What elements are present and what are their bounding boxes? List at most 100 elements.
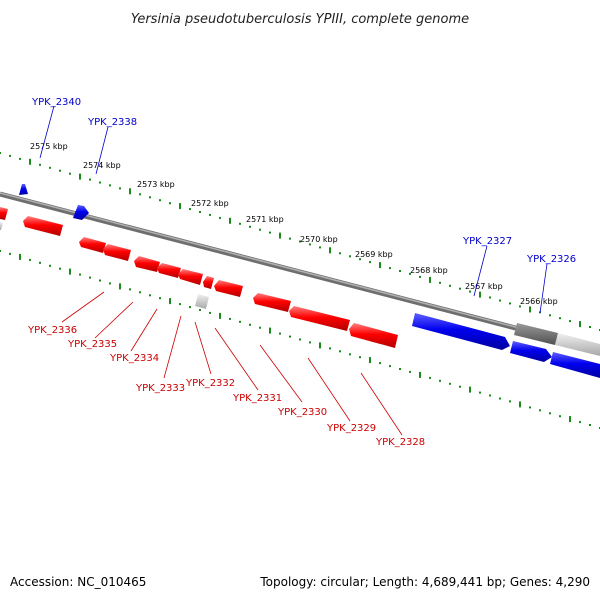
gene-feature[interactable] [510, 341, 552, 362]
dark-grey-feature[interactable] [514, 323, 558, 345]
minor-tick [399, 368, 401, 370]
minor-tick [109, 282, 111, 285]
outer-tick-track [0, 152, 600, 331]
major-tick [479, 291, 481, 298]
gene-label[interactable]: YPK_2333 [135, 383, 185, 394]
gene-feature[interactable] [73, 205, 89, 220]
callout-line [61, 291, 105, 323]
minor-tick [209, 311, 211, 314]
minor-tick [239, 320, 241, 323]
gene-feature[interactable] [19, 184, 28, 195]
scale-labels: 2575 kbp 2574 kbp 2573 kbp 2572 kbp 2571… [30, 142, 558, 306]
minor-tick [439, 281, 441, 284]
minor-tick [459, 287, 461, 290]
gene-label[interactable]: YPK_2330 [277, 407, 327, 418]
callout-line [130, 308, 158, 352]
genome-summary-text: Topology: circular; Length: 4,689,441 bp… [259, 575, 590, 589]
minor-tick [289, 335, 291, 338]
minor-tick [109, 184, 111, 187]
scale-label: 2572 kbp [191, 199, 229, 208]
minor-tick [349, 255, 351, 258]
gene-feature[interactable] [103, 244, 131, 261]
minor-tick [359, 356, 361, 359]
major-tick [419, 371, 421, 378]
minor-tick [309, 243, 311, 246]
minor-tick [369, 261, 371, 264]
major-tick [219, 312, 221, 319]
minor-tick [509, 302, 511, 305]
minor-tick [169, 202, 171, 205]
minor-tick [39, 163, 41, 166]
gene-label[interactable]: YPK_2331 [232, 393, 282, 404]
major-tick [379, 262, 381, 269]
forward-gene-callouts: YPK_2340 YPK_2338 YPK_2327 YPK_2326 [31, 97, 576, 314]
minor-tick [119, 187, 121, 190]
gene-label[interactable]: YPK_2328 [375, 437, 425, 448]
major-tick [529, 306, 531, 313]
gene-feature[interactable] [79, 237, 106, 253]
minor-tick [29, 258, 31, 261]
gene-label[interactable]: YPK_2335 [67, 339, 117, 350]
minor-tick [559, 317, 561, 320]
major-tick [269, 327, 271, 334]
minor-tick [9, 154, 11, 157]
gene-label[interactable]: YPK_2326 [526, 254, 576, 265]
reverse-strand-genes [0, 207, 398, 348]
minor-tick [69, 172, 71, 175]
minor-tick [339, 350, 341, 353]
minor-tick [159, 199, 161, 202]
minor-tick [449, 284, 451, 287]
minor-tick [269, 231, 271, 234]
minor-tick [59, 169, 61, 172]
minor-tick [579, 421, 581, 424]
minor-tick [549, 412, 551, 415]
minor-tick [219, 216, 221, 219]
grey-feature[interactable] [0, 222, 3, 230]
gene-label[interactable]: YPK_2338 [87, 117, 137, 128]
minor-tick [239, 222, 241, 225]
minor-tick [179, 303, 181, 306]
gene-feature[interactable] [412, 313, 510, 350]
major-tick [229, 217, 231, 224]
gene-label[interactable]: YPK_2336 [27, 325, 77, 336]
major-tick [129, 188, 131, 195]
minor-tick [149, 196, 151, 199]
gene-feature[interactable] [0, 207, 8, 220]
minor-tick [79, 273, 81, 276]
minor-tick [329, 347, 331, 350]
grey-feature[interactable] [195, 294, 209, 309]
gene-label[interactable]: YPK_2334 [109, 353, 159, 364]
gene-feature[interactable] [349, 323, 398, 348]
callout-line [473, 245, 488, 297]
scale-label: 2571 kbp [246, 215, 284, 224]
minor-tick [299, 338, 301, 341]
gene-feature[interactable] [253, 293, 291, 312]
gene-feature[interactable] [178, 269, 203, 285]
minor-tick [459, 385, 461, 388]
gene-feature[interactable] [134, 256, 160, 272]
gene-feature[interactable] [214, 280, 243, 297]
minor-tick [469, 290, 471, 293]
gene-feature[interactable] [203, 276, 214, 289]
gene-feature[interactable] [289, 306, 350, 331]
genome-backbone [0, 191, 600, 353]
minor-tick [589, 424, 591, 426]
gene-label[interactable]: YPK_2332 [185, 378, 235, 389]
grey-feature[interactable] [555, 333, 600, 356]
minor-tick [399, 270, 401, 272]
gene-feature[interactable] [550, 352, 600, 378]
minor-tick [419, 275, 421, 278]
minor-tick [139, 193, 141, 196]
minor-tick [589, 326, 591, 328]
minor-tick [569, 320, 571, 323]
gene-feature[interactable] [23, 216, 63, 236]
gene-label[interactable]: YPK_2329 [326, 423, 376, 434]
major-tick [519, 401, 521, 408]
gene-feature[interactable] [157, 263, 181, 278]
minor-tick [99, 279, 101, 282]
major-tick [469, 386, 471, 393]
major-tick [569, 416, 571, 423]
gene-label[interactable]: YPK_2327 [462, 236, 512, 247]
gene-label[interactable]: YPK_2340 [31, 97, 81, 108]
